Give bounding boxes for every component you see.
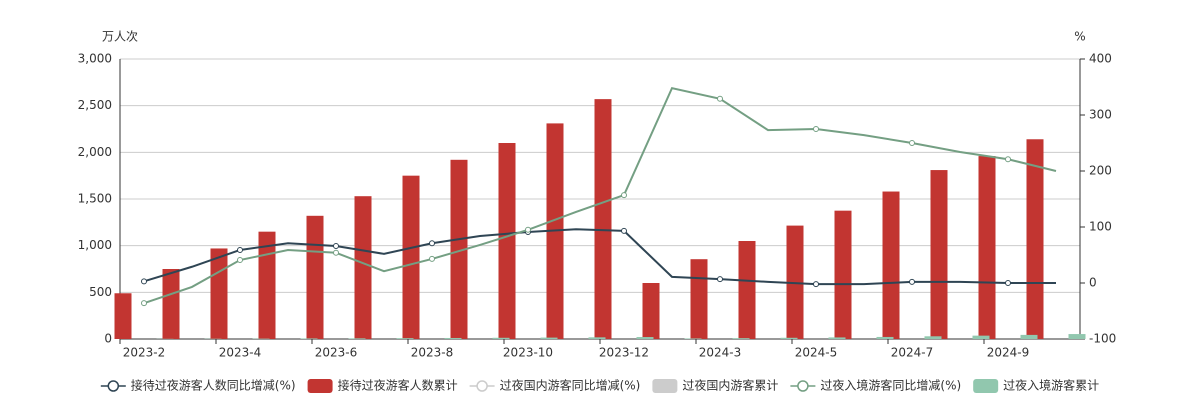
x-tick-label: 2024-7 bbox=[891, 346, 934, 360]
bar bbox=[354, 196, 372, 339]
line-marker bbox=[525, 226, 531, 233]
x-tick-label: 2024-3 bbox=[699, 346, 742, 360]
line-marker bbox=[141, 300, 147, 307]
line-marker bbox=[333, 249, 339, 256]
bar bbox=[636, 337, 654, 339]
line-marker bbox=[813, 281, 819, 288]
line-marker bbox=[429, 240, 435, 247]
line-marker bbox=[717, 276, 723, 283]
x-tick-label: 2023-10 bbox=[503, 346, 553, 360]
bar bbox=[780, 337, 798, 339]
line-marker bbox=[621, 192, 627, 199]
x-tick-label: 2023-12 bbox=[599, 346, 649, 360]
line-marker bbox=[141, 278, 147, 285]
bar bbox=[834, 210, 852, 339]
y2-axis-label: % bbox=[1074, 30, 1085, 44]
line-marker bbox=[237, 257, 243, 264]
bar bbox=[402, 175, 420, 339]
y-tick-label: 3,000 bbox=[78, 52, 112, 66]
bar bbox=[882, 191, 900, 339]
legend-icon bbox=[797, 380, 809, 392]
y-tick-label: 2,000 bbox=[78, 145, 112, 159]
y-tick-label: 2,500 bbox=[78, 98, 112, 112]
bar bbox=[690, 259, 708, 339]
bar bbox=[642, 283, 660, 339]
y2-tick-label: 400 bbox=[1089, 52, 1112, 66]
x-tick-label: 2023-2 bbox=[123, 346, 166, 360]
legend-icon bbox=[973, 379, 999, 393]
y-tick-label: 1,500 bbox=[78, 192, 112, 206]
x-tick-label: 2024-9 bbox=[987, 346, 1030, 360]
legend-icon bbox=[307, 379, 333, 393]
bar bbox=[1068, 334, 1086, 339]
bar bbox=[492, 337, 510, 339]
bar bbox=[306, 215, 324, 339]
bar bbox=[876, 336, 894, 339]
y2-tick-label: 100 bbox=[1089, 220, 1112, 234]
bar bbox=[450, 159, 468, 339]
line-marker bbox=[1005, 156, 1011, 163]
y2-tick-label: 200 bbox=[1089, 164, 1112, 178]
legend-label: 过夜国内游客同比增减(%) bbox=[500, 378, 641, 393]
bar bbox=[972, 335, 990, 339]
legend-icon bbox=[107, 380, 120, 392]
bar bbox=[1020, 334, 1038, 339]
bar bbox=[732, 338, 750, 339]
legend-icon bbox=[476, 380, 488, 392]
bar bbox=[684, 338, 702, 339]
line-marker bbox=[909, 278, 915, 285]
line-marker bbox=[429, 255, 435, 262]
y-axis-label: 万人次 bbox=[102, 30, 138, 44]
bar bbox=[444, 337, 462, 339]
legend-icon bbox=[652, 379, 678, 393]
bar bbox=[498, 143, 516, 339]
bar bbox=[210, 248, 228, 339]
y2-tick-label: 0 bbox=[1089, 276, 1097, 290]
bar bbox=[1026, 139, 1044, 339]
bar bbox=[588, 337, 606, 339]
x-tick-label: 2023-8 bbox=[411, 346, 454, 360]
bar bbox=[738, 241, 756, 339]
line-marker bbox=[813, 126, 819, 132]
legend-label: 过夜国内游客累计 bbox=[682, 378, 778, 393]
y2-tick-label: 300 bbox=[1089, 108, 1112, 122]
line-marker bbox=[621, 227, 627, 234]
bar bbox=[162, 269, 180, 339]
bar bbox=[924, 336, 942, 339]
line bbox=[143, 228, 1056, 286]
bar bbox=[348, 338, 366, 339]
bar bbox=[930, 170, 948, 339]
x-tick-label: 2023-4 bbox=[219, 346, 262, 360]
line-marker bbox=[237, 246, 243, 253]
y-tick-label: 1,000 bbox=[78, 238, 112, 252]
x-tick-label: 2023-6 bbox=[315, 346, 358, 360]
line-marker bbox=[909, 140, 915, 146]
y-tick-label: 500 bbox=[89, 285, 112, 299]
legend-label: 过夜入境游客累计 bbox=[1003, 378, 1099, 393]
legend: 接待过夜游客人数同比增减(%) 接待过夜游客人数累计 过夜国内游客同比增减(%) 过夜… bbox=[100, 378, 1099, 393]
bar bbox=[828, 337, 846, 339]
x-tick-label: 2024-5 bbox=[795, 346, 838, 360]
bar bbox=[258, 231, 276, 339]
legend-label: 接待过夜游客人数同比增减(%) bbox=[131, 378, 296, 393]
line-marker bbox=[333, 243, 339, 250]
bar bbox=[540, 337, 558, 339]
line bbox=[143, 86, 1057, 305]
bar bbox=[114, 293, 132, 339]
bar bbox=[978, 156, 996, 339]
legend-label: 接待过夜游客人数累计 bbox=[338, 378, 458, 393]
bar bbox=[594, 99, 612, 339]
bar bbox=[300, 338, 318, 339]
y-tick-label: 0 bbox=[104, 332, 112, 346]
line-marker bbox=[1005, 280, 1011, 286]
line-marker bbox=[717, 95, 723, 102]
legend-label: 过夜入境游客同比增减(%) bbox=[820, 378, 961, 393]
bar bbox=[396, 338, 414, 339]
y2-tick-label: -100 bbox=[1089, 332, 1116, 346]
